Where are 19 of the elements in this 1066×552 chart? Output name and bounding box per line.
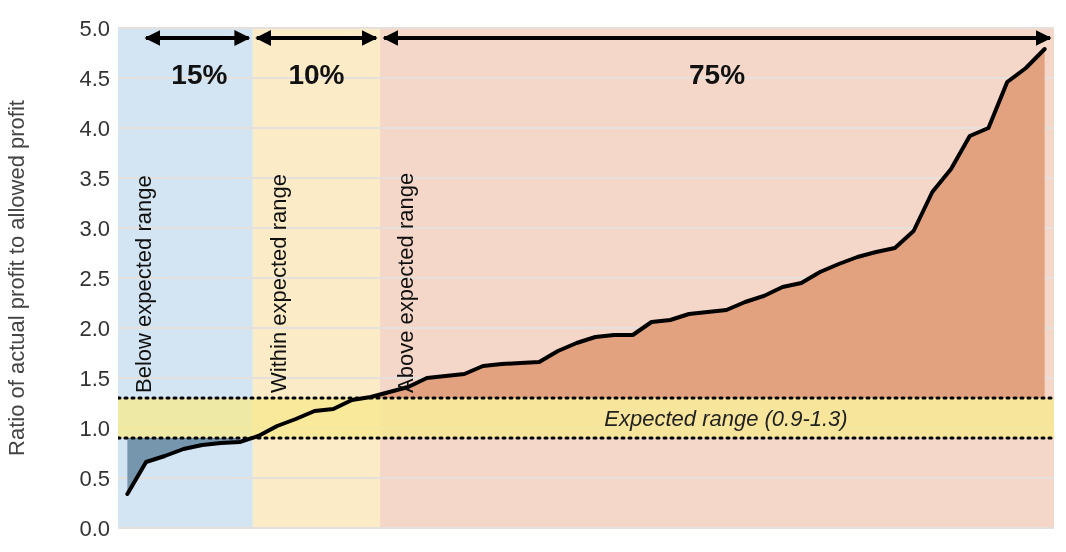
y-tick-label: 0.0 [79,515,110,541]
y-tick-label: 3.5 [79,165,110,191]
y-tick-label: 1.5 [79,365,110,391]
y-tick-label: 3.0 [79,215,110,241]
band-label: Expected range (0.9-1.3) [604,405,848,431]
y-tick-label: 5.0 [79,15,110,41]
annotation: Within expected range [265,174,291,393]
y-tick-label: 4.0 [79,115,110,141]
y-tick-label: 2.0 [79,315,110,341]
annotation: Below expected range [131,175,156,393]
y-tick-label: 4.5 [79,65,110,91]
annotation: Above expected range [393,172,419,393]
annotation: 15% [171,58,228,90]
annotation: 10% [288,58,345,90]
y-tick-label: 1.0 [79,415,110,441]
annotation: 75% [689,58,746,90]
y-axis-title: Ratio of actual profit to allowed profit [3,100,29,456]
y-tick-label: 2.5 [79,265,110,291]
y-tick-label: 0.5 [79,465,110,491]
